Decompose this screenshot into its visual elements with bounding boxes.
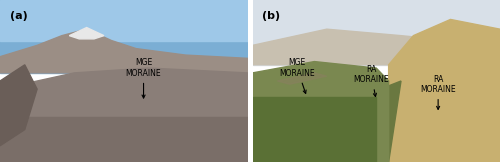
Polygon shape (252, 62, 388, 162)
Text: (a): (a) (10, 11, 28, 21)
Polygon shape (0, 68, 248, 122)
Polygon shape (0, 65, 37, 146)
Text: MGE
MORAINE: MGE MORAINE (279, 58, 315, 93)
Bar (0, 0, 248, 73)
Text: MGE
MORAINE: MGE MORAINE (126, 58, 162, 98)
Polygon shape (70, 28, 104, 39)
Text: RA
MORAINE: RA MORAINE (420, 75, 456, 109)
Polygon shape (252, 29, 500, 65)
Polygon shape (388, 19, 500, 162)
Polygon shape (277, 73, 327, 84)
Text: (b): (b) (262, 11, 280, 21)
Text: RA
MORAINE: RA MORAINE (354, 65, 389, 97)
Bar (0, 0, 248, 40)
Polygon shape (252, 73, 401, 162)
Bar (0, 117, 248, 162)
Bar (252, 0, 500, 65)
Polygon shape (0, 29, 248, 73)
Bar (252, 97, 376, 162)
